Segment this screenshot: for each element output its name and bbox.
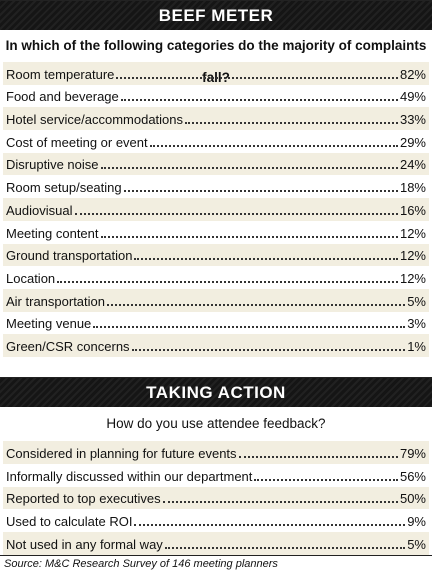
dot-leader (57, 280, 398, 283)
item-value: 24% (399, 157, 426, 173)
dot-leader (123, 190, 398, 193)
dot-leader (149, 144, 398, 147)
item-label: Hotel service/accommodations (6, 112, 184, 128)
dot-leader (74, 212, 398, 215)
dot-leader (162, 501, 398, 504)
item-label: Reported to top executives (6, 491, 161, 507)
item-value: 49% (399, 89, 426, 105)
dot-leader (134, 258, 398, 261)
item-label: Air transportation (6, 293, 105, 309)
dot-leader (100, 167, 398, 170)
dot-leader (164, 546, 406, 549)
item-value: 18% (399, 180, 426, 196)
list-item: Not used in any formal way 5% (3, 532, 429, 555)
item-value: 1% (407, 338, 426, 354)
list-item: Hotel service/accommodations 33% (3, 107, 429, 131)
dot-leader (134, 524, 406, 527)
item-value: 12% (399, 248, 426, 264)
item-value: 56% (399, 468, 426, 484)
item-label: Ground transportation (6, 248, 133, 264)
list-item: Ground transportation 12% (3, 243, 429, 267)
dot-leader (93, 326, 406, 329)
item-label: Location (6, 270, 56, 286)
item-value: 5% (407, 293, 426, 309)
item-value: 50% (399, 491, 426, 507)
item-label: Not used in any formal way (6, 536, 163, 552)
item-value: 3% (407, 316, 426, 332)
taking-action-question: How do you use attendee feedback? (106, 416, 326, 431)
beef-meter-title: BEEF METER (0, 1, 432, 30)
item-value: 29% (399, 134, 426, 150)
taking-action-list: Considered in planning for future events… (0, 441, 432, 555)
dot-leader (254, 478, 398, 481)
list-item: Informally discussed within our departme… (3, 464, 429, 487)
item-value: 33% (399, 112, 426, 128)
list-item: Cost of meeting or event 29% (3, 130, 429, 153)
item-label: Audiovisual (6, 202, 73, 218)
list-item: Room temperature 82% (3, 62, 429, 85)
beef-meter-panel: BEEF METER In which of the following cat… (0, 0, 432, 357)
item-label: Food and beverage (6, 89, 119, 105)
item-value: 12% (399, 225, 426, 241)
list-item: Disruptive noise 24% (3, 152, 429, 176)
item-label: Considered in planning for future events (6, 445, 237, 461)
list-item: Air transportation 5% (3, 288, 429, 312)
item-label: Meeting venue (6, 316, 92, 332)
list-item: Location 12% (3, 266, 429, 289)
dot-leader (185, 122, 398, 125)
list-item: Food and beverage 49% (3, 85, 429, 108)
item-label: Cost of meeting or event (6, 134, 148, 150)
taking-action-panel: TAKING ACTION How do you use attendee fe… (0, 377, 432, 555)
list-item: Reported to top executives 50% (3, 486, 429, 510)
list-item: Considered in planning for future events… (3, 441, 429, 464)
list-item: Room setup/seating 18% (3, 175, 429, 198)
dot-leader (238, 455, 398, 458)
list-item: Used to calculate ROI 9% (3, 509, 429, 532)
list-item: Green/CSR concerns 1% (3, 334, 429, 357)
dot-leader (120, 99, 398, 102)
item-value: 5% (407, 536, 426, 552)
item-label: Green/CSR concerns (6, 338, 130, 354)
dot-leader (100, 235, 398, 238)
list-item: Meeting content 12% (3, 221, 429, 244)
item-value: 79% (399, 445, 426, 461)
list-item: Audiovisual 16% (3, 198, 429, 221)
item-value: 12% (399, 270, 426, 286)
taking-action-title: TAKING ACTION (0, 378, 432, 407)
item-label: Informally discussed within our departme… (6, 468, 253, 484)
item-value: 9% (407, 514, 426, 530)
item-label: Room temperature (6, 66, 115, 82)
dot-leader (131, 348, 406, 351)
item-label: Meeting content (6, 225, 99, 241)
beef-meter-list: Room temperature 82% Food and beverage 49%… (0, 62, 432, 357)
item-label: Used to calculate ROI (6, 514, 133, 530)
dot-leader (116, 76, 398, 79)
list-item: Meeting venue 3% (3, 312, 429, 335)
source-note: Source: M&C Research Survey of 146 meeti… (0, 555, 432, 574)
beef-meter-question: In which of the following categories do … (5, 38, 427, 85)
item-value: 82% (399, 66, 426, 82)
item-label: Disruptive noise (6, 157, 99, 173)
item-label: Room setup/seating (6, 180, 122, 196)
dot-leader (107, 303, 406, 306)
item-value: 16% (399, 202, 426, 218)
